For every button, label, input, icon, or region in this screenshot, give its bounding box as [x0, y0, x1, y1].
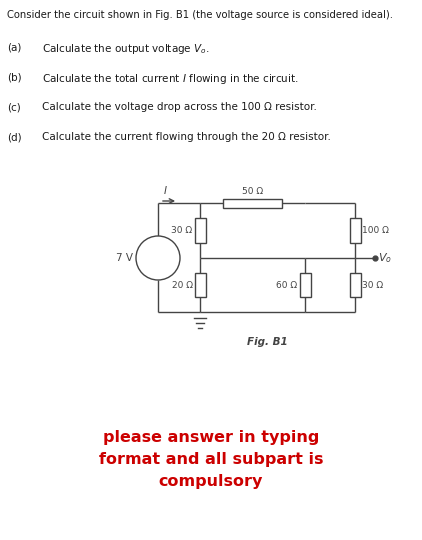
Text: 7 V: 7 V: [116, 253, 133, 263]
Text: 100 Ω: 100 Ω: [362, 226, 390, 235]
Text: 60 Ω: 60 Ω: [276, 280, 298, 289]
Text: 30 Ω: 30 Ω: [362, 280, 384, 289]
Bar: [223, 199, 282, 207]
Text: Fig. B1: Fig. B1: [247, 337, 288, 347]
Bar: [195, 218, 206, 242]
Bar: [349, 273, 360, 297]
Text: Calculate the total current $I$ flowing in the circuit.: Calculate the total current $I$ flowing …: [42, 72, 299, 86]
Text: $I$: $I$: [162, 184, 168, 196]
Bar: [195, 273, 206, 297]
Text: (a): (a): [7, 42, 22, 52]
Text: 30 Ω: 30 Ω: [171, 226, 192, 235]
Text: Calculate the voltage drop across the 100 Ω resistor.: Calculate the voltage drop across the 10…: [42, 102, 317, 112]
Text: (b): (b): [7, 72, 22, 82]
Text: $V_o$: $V_o$: [378, 251, 392, 265]
Text: 50 Ω: 50 Ω: [242, 187, 263, 197]
Text: 20 Ω: 20 Ω: [171, 280, 192, 289]
Text: (c): (c): [7, 102, 21, 112]
Text: Consider the circuit shown in Fig. B1 (the voltage source is considered ideal).: Consider the circuit shown in Fig. B1 (t…: [7, 10, 393, 20]
Text: (d): (d): [7, 132, 22, 142]
Bar: [349, 218, 360, 242]
Text: compulsory: compulsory: [159, 474, 263, 489]
Text: format and all subpart is: format and all subpart is: [99, 452, 323, 467]
Text: Calculate the output voltage $V_o$.: Calculate the output voltage $V_o$.: [42, 42, 210, 56]
Text: please answer in typing: please answer in typing: [103, 430, 319, 445]
Bar: [300, 273, 311, 297]
Text: Calculate the current flowing through the 20 Ω resistor.: Calculate the current flowing through th…: [42, 132, 331, 142]
Circle shape: [136, 236, 180, 280]
